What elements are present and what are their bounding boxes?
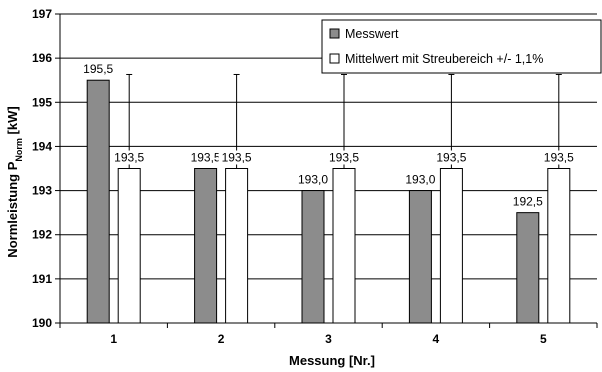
bar-messwert-4: [408, 190, 432, 324]
y-tick-label: 192: [32, 228, 52, 242]
data-label-bg: [218, 150, 255, 165]
y-tick-labels: 190 191 192 193 194 195 196 197: [32, 7, 52, 330]
bars: [86, 79, 571, 324]
data-label-mittelwert: 193,5: [436, 151, 466, 165]
data-label-bg: [433, 150, 470, 165]
x-tick-label: 1: [110, 332, 117, 346]
y-tick-label: 190: [32, 316, 52, 330]
data-label-mittelwert: 193,5: [114, 151, 144, 165]
y-axis-title-main: Normleistung P: [5, 161, 20, 257]
x-tick-label: 5: [540, 332, 547, 346]
y-tick-label: 193: [32, 184, 52, 198]
data-label-messwert: 193,0: [405, 173, 435, 187]
legend: Messwert Mittelwert mit Streubereich +/-…: [321, 19, 602, 74]
data-label-mittelwert: 193,5: [222, 151, 252, 165]
x-tick-label: 2: [218, 332, 225, 346]
y-axis-title-suffix: [kW]: [5, 106, 20, 138]
bar-messwert-1: [86, 79, 110, 324]
legend-swatch-mittelwert: [329, 53, 340, 64]
y-axis-title-sub: Norm: [14, 138, 24, 162]
y-tick-label: 195: [32, 95, 52, 109]
bar-messwert-5: [516, 212, 540, 324]
y-tick-label: 197: [32, 7, 52, 21]
data-label-mittelwert: 193,5: [544, 151, 574, 165]
x-axis-title: Messung [Nr.]: [289, 353, 375, 368]
legend-swatch-messwert: [329, 28, 340, 39]
y-tick-label: 196: [32, 51, 52, 65]
y-tick-label: 194: [32, 139, 52, 153]
bar-mittelwert-2: [225, 168, 249, 324]
data-label-bg: [111, 150, 148, 165]
bar-mittelwert-5: [547, 168, 571, 324]
data-label-bg: [540, 150, 577, 165]
axes: [55, 13, 598, 328]
x-tick-labels: 1 2 3 4 5: [110, 332, 547, 346]
data-label-mittelwert: 193,5: [329, 151, 359, 165]
legend-box: [321, 19, 602, 74]
x-tick-label: 4: [433, 332, 440, 346]
bar-mittelwert-4: [439, 168, 463, 324]
bar-messwert-3: [301, 190, 325, 324]
data-label-messwert: 193,0: [298, 173, 328, 187]
data-label-messwert: 195,5: [83, 62, 113, 76]
bar-messwert-2: [194, 168, 218, 324]
bar-mittelwert-1: [117, 168, 141, 324]
y-tick-label: 191: [32, 272, 52, 286]
data-label-messwert: 192,5: [513, 195, 543, 209]
legend-label-mittelwert: Mittelwert mit Streubereich +/- 1,1%: [345, 52, 543, 66]
bar-mittelwert-3: [332, 168, 356, 324]
x-tick-label: 3: [325, 332, 332, 346]
data-label-bg: [326, 150, 362, 165]
data-label-messwert: 193,5: [191, 151, 221, 165]
y-axis-title: Normleistung PNorm [kW]: [5, 106, 24, 257]
legend-label-messwert: Messwert: [345, 27, 399, 41]
